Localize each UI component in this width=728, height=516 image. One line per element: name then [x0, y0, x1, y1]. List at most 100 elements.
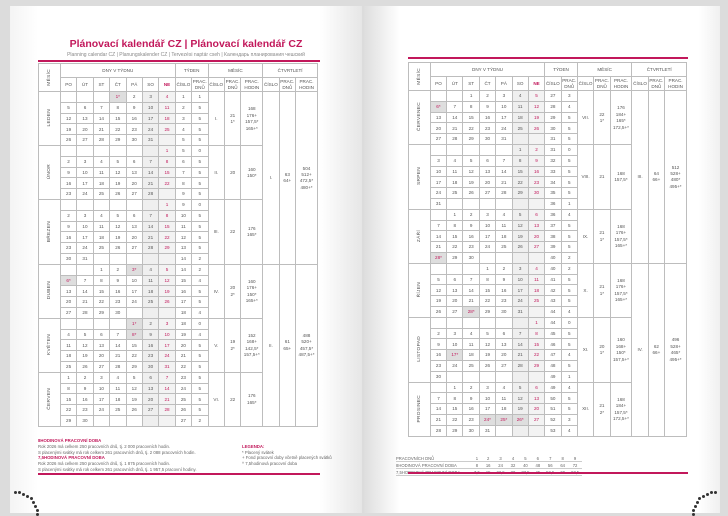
- day-cell: 25: [158, 123, 176, 136]
- day-cell: 11: [158, 101, 176, 114]
- day-cell: 20: [76, 123, 94, 136]
- day-cell: [495, 424, 513, 437]
- quarter-work-hours-value: 487,5+*: [298, 352, 315, 358]
- footer-value: 6: [532, 455, 544, 462]
- day-cell: [511, 133, 529, 145]
- week-row: 2 3 4 5 6 7 8 10 5: [39, 209, 318, 222]
- month-work-days: 21 1*: [593, 262, 611, 318]
- day-cell: 14: [92, 112, 111, 125]
- quarter-number: II.: [262, 263, 280, 427]
- day-cell: 27: [141, 404, 160, 416]
- day-cell: 31: [495, 133, 513, 145]
- week-work-days: 5: [560, 392, 578, 405]
- month-work-days: 21 2*: [593, 381, 611, 437]
- week-number: 5: [174, 134, 193, 146]
- day-cell: 17: [429, 176, 448, 189]
- week-row: 8 9 10 11 12 13 14 24 5: [39, 382, 318, 395]
- day-cell: 1: [59, 371, 78, 384]
- month-work-hours-value: 157,5*: [614, 236, 628, 242]
- week-number: 28: [544, 100, 562, 113]
- day-cell: 17: [511, 284, 529, 297]
- week-number: 18: [174, 306, 193, 319]
- day-cell: [125, 198, 143, 211]
- week-number: 52: [544, 413, 562, 426]
- day-cell: 23: [462, 241, 480, 253]
- day-cell: 17: [76, 231, 94, 244]
- month-name: ŘÍJEN: [408, 262, 431, 318]
- day-cell: 9: [429, 338, 448, 351]
- day-cell: [158, 414, 176, 427]
- quarter-number: IV.: [631, 262, 649, 437]
- week-work-days: 5: [191, 393, 209, 406]
- day-cell: 26: [527, 122, 546, 135]
- day-cell: [511, 370, 529, 383]
- month-name: ZÁŘÍ: [408, 208, 431, 264]
- day-cell: 24: [446, 359, 464, 372]
- day-cell: 7: [495, 154, 513, 167]
- day-cell: 12: [511, 392, 529, 405]
- day-cell: 1: [527, 316, 546, 329]
- day-name-header: ÚT: [446, 76, 464, 91]
- day-cell: 30: [495, 305, 513, 318]
- day-cell: 22: [158, 177, 176, 190]
- day-cell: 7: [511, 327, 529, 340]
- week-row: 9 10 11 12 13 14 15 7 5: [39, 166, 318, 179]
- week-work-days: 0: [191, 144, 209, 157]
- day-cell: 24: [495, 122, 513, 135]
- day-cell: 17: [76, 177, 94, 190]
- binding-hole-icon: [35, 508, 39, 512]
- week-number: 47: [544, 349, 562, 361]
- day-cell: 11: [59, 339, 78, 352]
- week-row: ČERVEN 1 2 3 4 5 6 7 23 5 VI. 22 176 165*: [38, 371, 318, 427]
- day-cell: 3: [141, 91, 160, 103]
- month-label: KVĚTEN: [46, 334, 52, 356]
- day-cell: 6: [92, 328, 111, 341]
- month-work-days: 19 2*: [223, 317, 242, 373]
- day-cell: [478, 316, 497, 329]
- day-cell: 5: [125, 371, 143, 384]
- month-work-hours-value: 142,5*: [245, 345, 259, 351]
- quarter-work-hours-value: 512: [671, 164, 680, 170]
- subcolumn-header: PRAC. DNŮ: [647, 76, 666, 91]
- day-cell: 2: [527, 143, 546, 156]
- day-name-header: ČT: [478, 76, 497, 91]
- day-cell: 27: [527, 241, 546, 253]
- day-cell: 20: [125, 231, 143, 244]
- week-row: 22 23 24 25 26 27 28 26 5: [39, 404, 318, 416]
- week-row: 16 17 18 19 20 21 22 12 5: [39, 231, 318, 244]
- month-work-hours-value: 165*: [247, 399, 257, 405]
- day-cell: 15: [109, 112, 127, 125]
- week-number: 22: [174, 360, 193, 373]
- month-work-hours-value: 168: [617, 396, 625, 402]
- day-cell: 23: [59, 242, 78, 254]
- week-work-days: 5: [560, 327, 578, 340]
- quarter-header: ČTVRTLETÍ: [631, 62, 687, 77]
- day-cell: 15: [158, 220, 176, 233]
- day-cell: 20: [429, 122, 448, 135]
- subcolumn-header: PRAC. DNŮ: [223, 77, 242, 92]
- day-cell: 13: [429, 111, 448, 124]
- week-row: 14 15 16 17 18 19 20 38 5: [409, 230, 687, 243]
- day-cell: [495, 370, 513, 383]
- notes-line: S placenými svátky má rok celkem 261 pra…: [38, 449, 196, 455]
- month-name: ČERVEN: [38, 371, 61, 427]
- day-cell: 22: [446, 241, 464, 253]
- day-cell: 3: [429, 154, 448, 167]
- month-work-hours: 168 157,5*: [609, 143, 633, 210]
- day-cell: 27: [125, 242, 143, 254]
- day-cell: 1*: [109, 91, 127, 103]
- week-number: 23: [174, 371, 193, 384]
- day-cell: 22: [446, 413, 464, 426]
- day-cell: 18: [92, 231, 111, 244]
- right-page: MĚSÍC DNY V TÝDNU TÝDEN MĚSÍC ČTVRTLETÍ PO ÚT S…: [364, 6, 720, 513]
- day-cell: [429, 262, 448, 275]
- day-cell: 8*: [125, 328, 143, 341]
- month-work-hours-value: 157,5+*: [612, 356, 629, 362]
- day-cell: [462, 262, 480, 275]
- day-cell: 2: [59, 155, 78, 168]
- day-cell: 5: [158, 263, 176, 276]
- quarter-work-hours-value: 496: [671, 337, 680, 343]
- notes-line: Rok 2026 má celkem 250 pracovních dnů, t…: [38, 461, 171, 467]
- day-cell: 6: [527, 381, 546, 394]
- day-cell: 31: [478, 424, 497, 437]
